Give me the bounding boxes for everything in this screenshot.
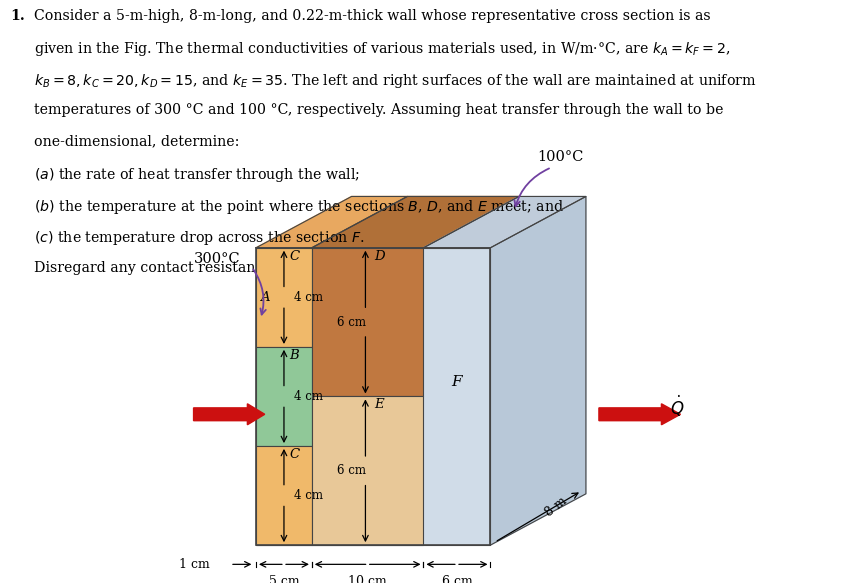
Text: $k_B = 8, k_C = 20, k_D = 15$, and $k_E = 35$. The left and right surfaces of th: $k_B = 8, k_C = 20, k_D = 15$, and $k_E … (34, 72, 756, 90)
Text: 1 cm: 1 cm (180, 558, 210, 571)
Text: 6 cm: 6 cm (337, 464, 366, 477)
Text: D: D (374, 250, 385, 262)
Text: one-dimensional, determine:: one-dimensional, determine: (34, 135, 240, 149)
Text: 300°C: 300°C (194, 252, 240, 266)
Bar (256, 446, 312, 545)
Polygon shape (256, 196, 407, 248)
Bar (256, 347, 312, 446)
Text: 4 cm: 4 cm (294, 390, 324, 403)
Text: 4 cm: 4 cm (294, 291, 324, 304)
Text: 5 cm: 5 cm (269, 575, 299, 583)
FancyArrow shape (194, 404, 265, 425)
Text: 1.: 1. (10, 9, 25, 23)
Text: $\it{(a)}$ the rate of heat transfer through the wall;: $\it{(a)}$ the rate of heat transfer thr… (34, 166, 360, 184)
Text: 6 cm: 6 cm (442, 575, 472, 583)
Text: given in the Fig. The thermal conductivities of various materials used, in W/m·°: given in the Fig. The thermal conductivi… (34, 40, 730, 58)
FancyArrow shape (599, 404, 681, 425)
Text: B: B (289, 349, 299, 362)
Text: temperatures of 300 °C and 100 °C, respectively. Assuming heat transfer through : temperatures of 300 °C and 100 °C, respe… (34, 103, 723, 117)
Text: 100°C: 100°C (537, 150, 583, 164)
Text: 6 cm: 6 cm (337, 315, 366, 329)
Text: E: E (374, 398, 384, 411)
Polygon shape (490, 196, 586, 545)
Text: $\dot{Q}$: $\dot{Q}$ (670, 394, 685, 419)
Text: 4 cm: 4 cm (294, 489, 324, 502)
Bar (312, 248, 424, 396)
Text: $\it{(b)}$ the temperature at the point where the sections $\it{B}$, $\it{D}$, a: $\it{(b)}$ the temperature at the point … (34, 198, 564, 216)
Text: C: C (289, 448, 299, 461)
Bar (312, 396, 424, 545)
Text: A: A (260, 291, 269, 304)
Bar (256, 248, 490, 545)
Bar (256, 248, 490, 545)
Text: 10 cm: 10 cm (348, 575, 387, 583)
Text: Disregard any contact resistances at the interfaces.: Disregard any contact resistances at the… (34, 261, 405, 275)
Text: F: F (451, 374, 463, 389)
Text: C: C (289, 250, 299, 263)
Text: Consider a 5-m-high, 8-m-long, and 0.22-m-thick wall whose representative cross : Consider a 5-m-high, 8-m-long, and 0.22-… (34, 9, 711, 23)
Text: 8 m: 8 m (543, 494, 569, 519)
Text: $\it{(c)}$ the temperature drop across the section $\it{F}$.: $\it{(c)}$ the temperature drop across t… (34, 229, 365, 247)
Polygon shape (424, 196, 586, 248)
Bar (256, 248, 312, 347)
Polygon shape (312, 196, 519, 248)
